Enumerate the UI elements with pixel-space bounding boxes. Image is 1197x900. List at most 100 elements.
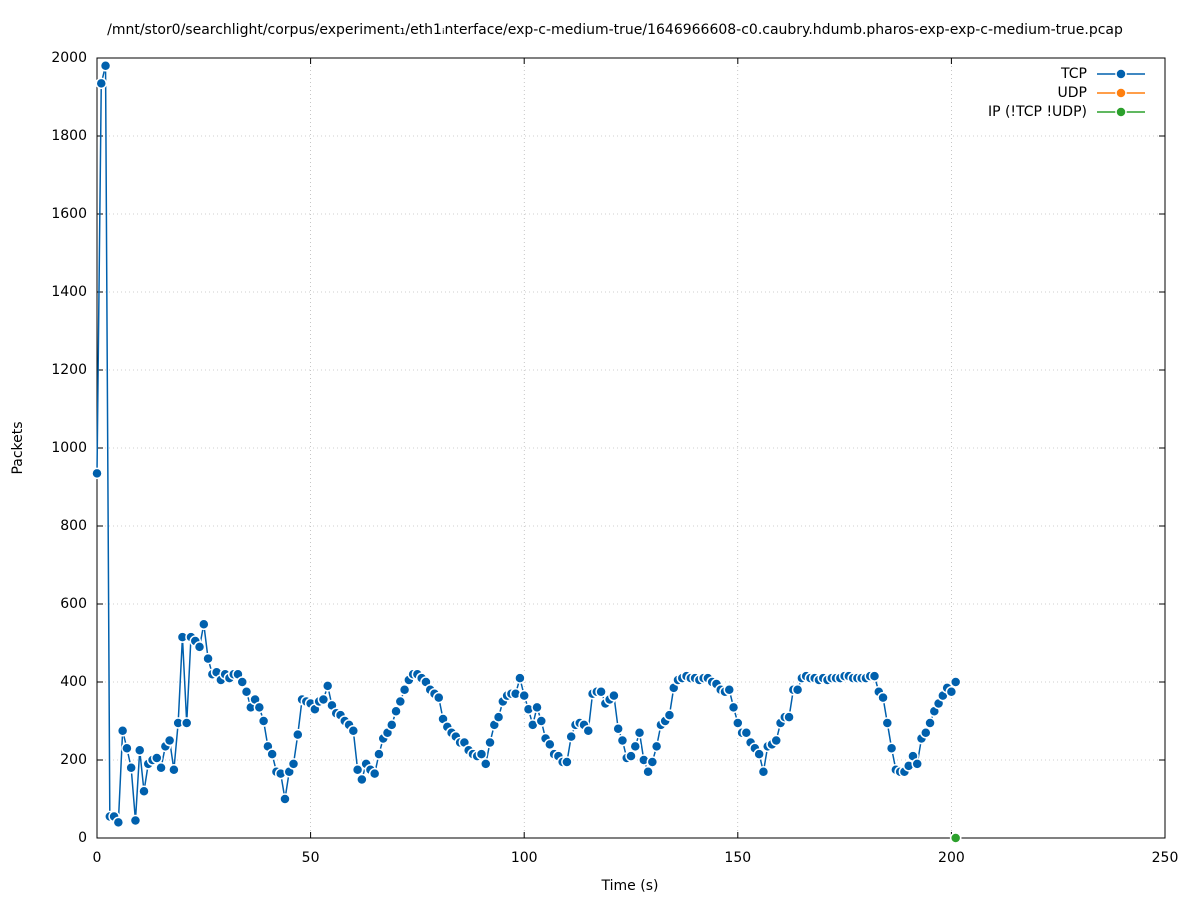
data-point (129, 814, 142, 827)
y-tick-label: 600 (60, 596, 87, 612)
data-point (544, 738, 556, 751)
data-point (727, 701, 740, 714)
x-tick-label: 100 (511, 850, 538, 866)
data-point (480, 758, 492, 770)
data-point (582, 725, 595, 737)
data-point (266, 748, 278, 760)
data-point (629, 740, 642, 753)
legend-marker (1115, 68, 1127, 80)
data-point (949, 676, 962, 688)
data-point (881, 717, 894, 729)
y-tick-label: 1400 (51, 284, 87, 300)
y-tick-label: 1000 (51, 440, 87, 456)
data-point (612, 723, 624, 735)
data-point (475, 748, 488, 760)
legend-marker (1115, 87, 1127, 99)
data-point (911, 758, 923, 770)
data-point (394, 695, 407, 708)
y-tick-label: 800 (60, 518, 87, 534)
data-point (168, 764, 180, 776)
data-point (757, 765, 770, 778)
data-point (198, 618, 210, 631)
data-point (356, 773, 368, 786)
data-point (732, 717, 744, 729)
x-tick-label: 200 (938, 850, 965, 866)
data-point (885, 742, 898, 755)
x-tick-label: 50 (302, 850, 320, 866)
data-point (317, 693, 330, 706)
data-point (321, 680, 334, 692)
data-point (484, 736, 496, 749)
data-point (791, 684, 804, 696)
data-point (531, 701, 543, 714)
data-point (535, 715, 548, 727)
data-point (740, 726, 753, 739)
data-point (920, 726, 932, 739)
x-tick-label: 150 (724, 850, 751, 866)
data-point (398, 684, 411, 696)
data-point (91, 467, 103, 480)
data-point (650, 740, 663, 753)
data-point (561, 756, 573, 768)
y-tick-label: 400 (60, 674, 87, 690)
data-point (945, 686, 958, 698)
data-point (373, 748, 385, 760)
data-point (723, 684, 736, 696)
data-point (240, 686, 253, 698)
y-tick-label: 1600 (51, 206, 87, 222)
data-point (180, 717, 193, 729)
y-tick-label: 2000 (51, 50, 87, 66)
data-point (236, 676, 248, 688)
data-point (112, 816, 125, 829)
legend-label: IP (!TCP !UDP) (988, 104, 1087, 120)
x-tick-label: 250 (1152, 850, 1179, 866)
data-point (287, 758, 300, 770)
data-point (133, 744, 146, 756)
y-tick-label: 0 (78, 830, 87, 846)
data-point (646, 756, 659, 768)
data-point (193, 641, 206, 653)
legend-label: UDP (1058, 85, 1087, 101)
data-point (565, 730, 577, 743)
data-point (292, 728, 304, 741)
data-point (433, 691, 445, 704)
x-tick-label: 0 (93, 850, 102, 866)
legend-marker (1115, 106, 1127, 118)
data-point (518, 689, 530, 702)
data-point (163, 734, 176, 747)
data-point (633, 726, 646, 739)
data-point (279, 793, 291, 805)
x-axis-label: Time (s) (601, 878, 659, 894)
data-point (616, 734, 629, 747)
chart-title: /mnt/stor0/searchlight/corpus/experiment… (107, 22, 1123, 38)
data-point (595, 686, 607, 698)
data-point (924, 717, 936, 729)
y-tick-label: 200 (60, 752, 87, 768)
data-point (386, 719, 398, 731)
y-tick-label: 1200 (51, 362, 87, 378)
legend-label: TCP (1060, 66, 1087, 82)
data-point (390, 705, 402, 717)
data-point (625, 750, 637, 762)
data-point (116, 725, 129, 737)
data-point (642, 765, 654, 778)
data-point (151, 752, 163, 764)
y-axis-label: Packets (10, 421, 26, 474)
data-point (368, 767, 381, 780)
data-point (121, 742, 133, 755)
data-point (663, 709, 676, 721)
data-point (155, 762, 167, 774)
data-point (125, 762, 137, 774)
data-point (138, 785, 150, 797)
data-point (868, 670, 881, 682)
data-point (877, 691, 889, 704)
data-point (608, 689, 620, 702)
data-point (492, 711, 505, 723)
data-point (514, 672, 526, 684)
data-point (783, 711, 795, 723)
data-point (753, 748, 765, 760)
data-point (257, 715, 270, 727)
data-point (949, 832, 962, 844)
data-point (202, 652, 214, 665)
